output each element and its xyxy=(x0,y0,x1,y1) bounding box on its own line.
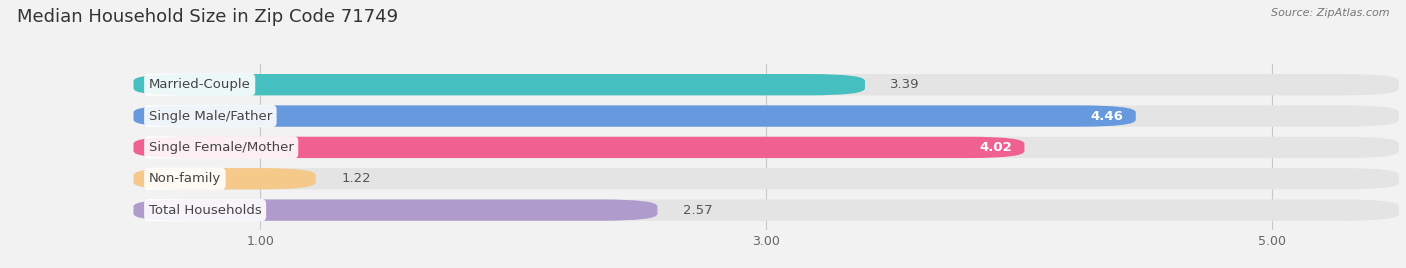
Text: Total Households: Total Households xyxy=(149,204,262,217)
Text: 4.02: 4.02 xyxy=(979,141,1012,154)
Text: 3.39: 3.39 xyxy=(890,78,920,91)
Text: Single Male/Father: Single Male/Father xyxy=(149,110,271,122)
Text: 2.57: 2.57 xyxy=(683,204,713,217)
Text: Married-Couple: Married-Couple xyxy=(149,78,250,91)
FancyBboxPatch shape xyxy=(134,168,1399,189)
Text: Median Household Size in Zip Code 71749: Median Household Size in Zip Code 71749 xyxy=(17,8,398,26)
Text: Source: ZipAtlas.com: Source: ZipAtlas.com xyxy=(1271,8,1389,18)
FancyBboxPatch shape xyxy=(134,199,658,221)
FancyBboxPatch shape xyxy=(134,105,1136,127)
FancyBboxPatch shape xyxy=(134,199,1399,221)
FancyBboxPatch shape xyxy=(134,137,1025,158)
Text: Non-family: Non-family xyxy=(149,172,221,185)
FancyBboxPatch shape xyxy=(134,137,1399,158)
Text: 4.46: 4.46 xyxy=(1090,110,1123,122)
FancyBboxPatch shape xyxy=(134,74,1399,95)
Text: Single Female/Mother: Single Female/Mother xyxy=(149,141,294,154)
FancyBboxPatch shape xyxy=(134,74,865,95)
Text: 1.22: 1.22 xyxy=(342,172,371,185)
FancyBboxPatch shape xyxy=(134,168,316,189)
FancyBboxPatch shape xyxy=(134,105,1399,127)
